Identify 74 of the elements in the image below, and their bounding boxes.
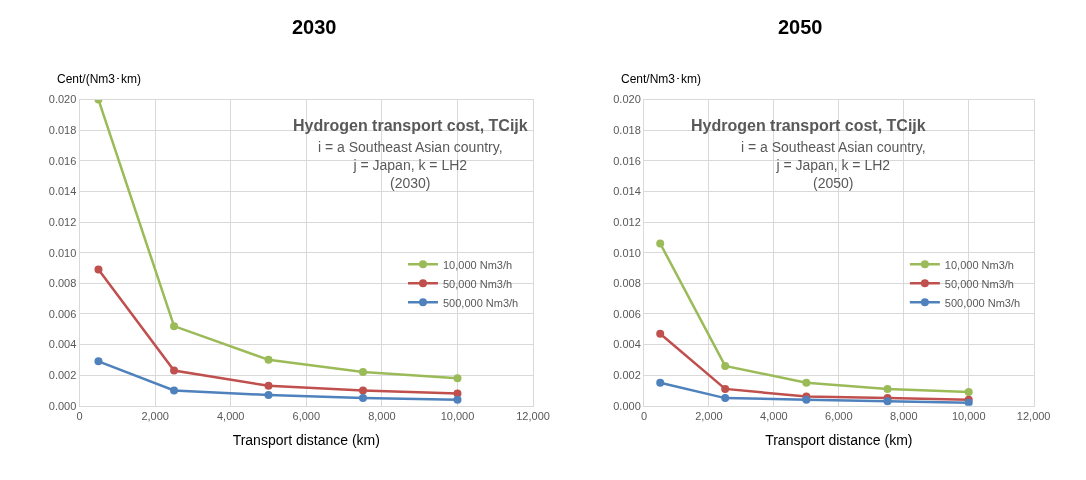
point bbox=[170, 322, 179, 331]
legend-label: 500,000 Nm3/h bbox=[944, 296, 1021, 309]
y-tick-label: 0.000 bbox=[48, 399, 77, 412]
point bbox=[453, 395, 462, 404]
y-tick-label: 0.000 bbox=[613, 399, 641, 412]
y-tick-label: 0.004 bbox=[48, 338, 77, 351]
point bbox=[264, 391, 273, 400]
y-tick-label: 0.004 bbox=[613, 338, 641, 351]
point bbox=[721, 361, 730, 370]
chart-title: 2030 bbox=[292, 16, 337, 38]
x-tick-label: 0 bbox=[640, 409, 648, 422]
legend-label: 10,000 Nm3/h bbox=[442, 258, 513, 271]
y-tick-label: 0.012 bbox=[613, 215, 641, 228]
point bbox=[721, 384, 730, 393]
annotation: Hydrogen transport cost, TCijk bbox=[293, 117, 528, 134]
legend-label: 10,000 Nm3/h bbox=[944, 258, 1014, 271]
y-tick-label: 0.020 bbox=[48, 93, 77, 106]
y-tick-label: 0.014 bbox=[48, 185, 77, 198]
y-tick-label: 0.018 bbox=[613, 124, 641, 137]
point bbox=[802, 378, 811, 387]
x-axis-title: Transport distance (km) bbox=[765, 432, 913, 449]
point bbox=[170, 386, 179, 395]
y-axis-title: Cent/(Nm3･km) bbox=[57, 72, 142, 86]
point bbox=[656, 378, 665, 387]
y-tick-label: 0.006 bbox=[613, 307, 641, 320]
point bbox=[359, 386, 367, 395]
y-tick-label: 0.002 bbox=[613, 368, 641, 381]
y-axis-title: Cent/Nm3･km) bbox=[621, 72, 702, 86]
x-tick-label: 10,000 bbox=[440, 409, 475, 422]
x-tick-label: 4,000 bbox=[216, 409, 245, 422]
y-tick-label: 0.010 bbox=[613, 246, 641, 259]
point bbox=[170, 366, 179, 375]
y-tick-label: 0.006 bbox=[48, 307, 77, 320]
x-tick-label: 0 bbox=[76, 409, 83, 422]
y-tick-label: 0.012 bbox=[48, 215, 77, 228]
point bbox=[883, 384, 892, 393]
chart-title: 2050 bbox=[778, 16, 823, 38]
legend-label: 50,000 Nm3/h bbox=[442, 277, 513, 290]
x-tick-label: 8,000 bbox=[368, 409, 396, 422]
legend-label: 500,000 Nm3/h bbox=[442, 296, 519, 309]
y-tick-label: 0.014 bbox=[613, 185, 641, 198]
point bbox=[721, 394, 730, 403]
x-tick-label: 12,000 bbox=[1016, 409, 1051, 422]
point bbox=[453, 374, 462, 383]
point bbox=[94, 265, 103, 274]
x-axis-title: Transport distance (km) bbox=[232, 432, 380, 449]
annotation: i = a Southeast Asian country, j = Japan, k = LH2 (2030) bbox=[318, 139, 503, 192]
point bbox=[359, 368, 367, 377]
y-tick-label: 0.016 bbox=[613, 154, 641, 167]
point bbox=[656, 329, 665, 338]
x-tick-label: 6,000 bbox=[825, 409, 853, 422]
point bbox=[359, 394, 367, 403]
x-tick-label: 12,000 bbox=[516, 409, 550, 422]
annotation: Hydrogen transport cost, TCijk bbox=[691, 117, 926, 134]
y-tick-label: 0.002 bbox=[48, 368, 77, 381]
point bbox=[964, 387, 973, 396]
x-tick-label: 6,000 bbox=[292, 409, 321, 422]
y-tick-label: 0.010 bbox=[48, 246, 77, 259]
y-tick-label: 0.018 bbox=[48, 124, 77, 137]
y-tick-label: 0.008 bbox=[613, 277, 641, 290]
x-tick-label: 4,000 bbox=[760, 409, 788, 422]
x-tick-label: 2,000 bbox=[141, 409, 169, 422]
point bbox=[94, 357, 103, 366]
x-tick-label: 8,000 bbox=[890, 409, 918, 422]
y-tick-label: 0.020 bbox=[613, 93, 641, 106]
x-tick-label: 10,000 bbox=[951, 409, 986, 422]
annotation: i = a Southeast Asian country, j = Japan, k = LH2 (2050) bbox=[741, 139, 926, 192]
y-tick-label: 0.016 bbox=[48, 154, 77, 167]
point bbox=[656, 239, 665, 248]
x-tick-label: 2,000 bbox=[695, 409, 723, 422]
point bbox=[264, 381, 273, 390]
legend-label: 50,000 Nm3/h bbox=[944, 277, 1014, 290]
y-tick-label: 0.008 bbox=[48, 277, 77, 290]
point bbox=[264, 355, 273, 364]
